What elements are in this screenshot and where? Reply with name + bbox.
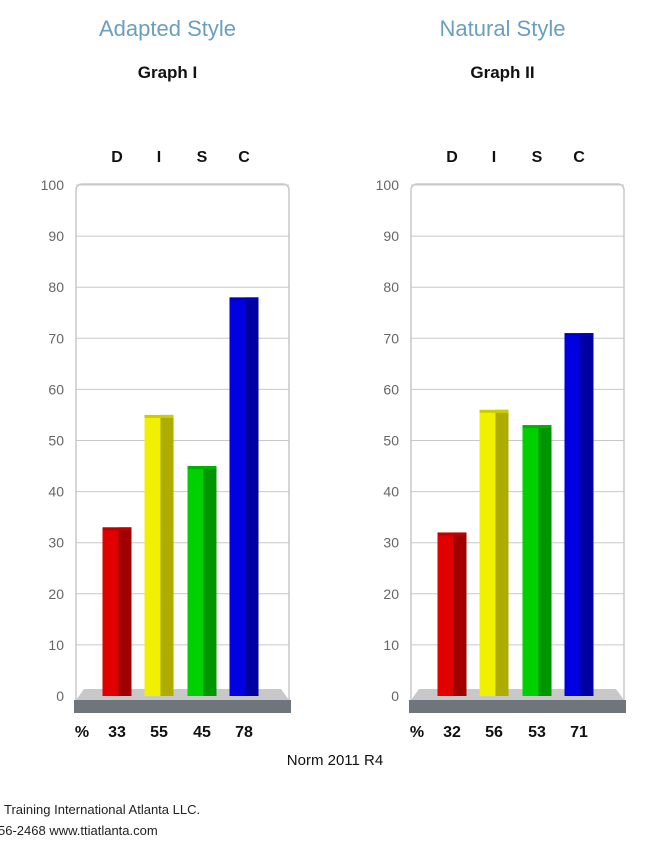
- bar-side: [118, 527, 132, 696]
- chart-base: [74, 700, 291, 713]
- graph-title-2: Graph II: [470, 63, 535, 82]
- bar-side: [160, 414, 174, 696]
- y-tick-label: 40: [48, 484, 64, 500]
- percent-label: %: [75, 724, 89, 741]
- graph-title-1: Graph I: [137, 63, 198, 82]
- bar-top: [564, 333, 594, 337]
- disc-bar-chart-adapted: 0 10 20 30 40 50 60 70 80 90 100 D 33 I 55 S 45 C 78%: [41, 149, 291, 741]
- value-label-i: 56: [485, 724, 503, 741]
- value-label-c: 78: [235, 724, 253, 741]
- category-label-s: S: [532, 149, 543, 166]
- bar-d: [437, 532, 467, 696]
- value-label-d: 32: [443, 724, 461, 741]
- bar-side: [495, 409, 509, 696]
- category-label-c: C: [573, 149, 585, 166]
- disc-bar-chart-natural: 0 10 20 30 40 50 60 70 80 90 100 D 32 I 56 S 53 C 71%: [376, 149, 626, 741]
- bar-top: [229, 297, 259, 301]
- value-label-s: 45: [193, 724, 211, 741]
- bar-side: [538, 425, 552, 696]
- y-tick-label: 90: [48, 228, 64, 244]
- style-title-adapted: Adapted Style: [99, 16, 236, 41]
- y-tick-label: 10: [48, 637, 64, 653]
- y-tick-label: 70: [48, 330, 64, 346]
- y-tick-label: 80: [383, 279, 399, 295]
- y-tick-label: 20: [383, 586, 399, 602]
- value-label-i: 55: [150, 724, 168, 741]
- bar-side: [245, 297, 259, 696]
- y-tick-label: 90: [383, 228, 399, 244]
- bar-top: [437, 532, 467, 536]
- y-tick-label: 70: [383, 330, 399, 346]
- category-label-d: D: [111, 149, 123, 166]
- bar-side: [203, 466, 217, 696]
- y-tick-label: 60: [383, 381, 399, 397]
- y-tick-label: 100: [376, 177, 400, 193]
- graph-panel-natural: Natural Style Graph II 0 10 20 30 40 50 60 70 80…: [335, 0, 670, 790]
- y-tick-label: 30: [48, 535, 64, 551]
- value-label-c: 71: [570, 724, 588, 741]
- bar-top: [522, 425, 552, 429]
- category-label-i: I: [492, 149, 496, 166]
- norm-label: Norm 2011 R4: [286, 752, 384, 769]
- bar-top: [187, 466, 217, 470]
- category-label-d: D: [446, 149, 458, 166]
- y-tick-label: 50: [383, 433, 399, 449]
- footer-contact: 56-2468 www.ttiatlanta.com: [0, 823, 158, 838]
- y-tick-label: 0: [391, 688, 399, 704]
- y-tick-label: 0: [56, 688, 64, 704]
- y-tick-label: 30: [383, 535, 399, 551]
- bar-c: [229, 297, 259, 696]
- graph-panel-adapted: Adapted Style Graph I 0 10 20 30 40 50 60 70 80 9…: [0, 0, 335, 790]
- y-tick-label: 20: [48, 586, 64, 602]
- y-tick-label: 80: [48, 279, 64, 295]
- style-title-natural: Natural Style: [439, 16, 566, 41]
- bar-s: [187, 466, 217, 696]
- bar-top: [102, 527, 132, 531]
- bar-d: [102, 527, 132, 696]
- y-tick-label: 100: [41, 177, 65, 193]
- category-label-s: S: [197, 149, 208, 166]
- y-tick-label: 10: [383, 637, 399, 653]
- category-label-c: C: [238, 149, 250, 166]
- y-tick-label: 50: [48, 433, 64, 449]
- category-label-i: I: [157, 149, 161, 166]
- footer-company: Training International Atlanta LLC.: [4, 802, 201, 817]
- bar-c: [564, 333, 594, 696]
- bar-s: [522, 425, 552, 696]
- y-tick-label: 40: [383, 484, 399, 500]
- percent-label: %: [410, 724, 424, 741]
- chart-base: [409, 700, 626, 713]
- value-label-s: 53: [528, 724, 546, 741]
- value-label-d: 33: [108, 724, 126, 741]
- bar-top: [479, 409, 509, 413]
- bar-side: [580, 333, 594, 696]
- bar-i: [144, 414, 174, 696]
- y-tick-label: 60: [48, 381, 64, 397]
- bar-top: [144, 414, 174, 418]
- bar-i: [479, 409, 509, 696]
- bar-side: [453, 532, 467, 696]
